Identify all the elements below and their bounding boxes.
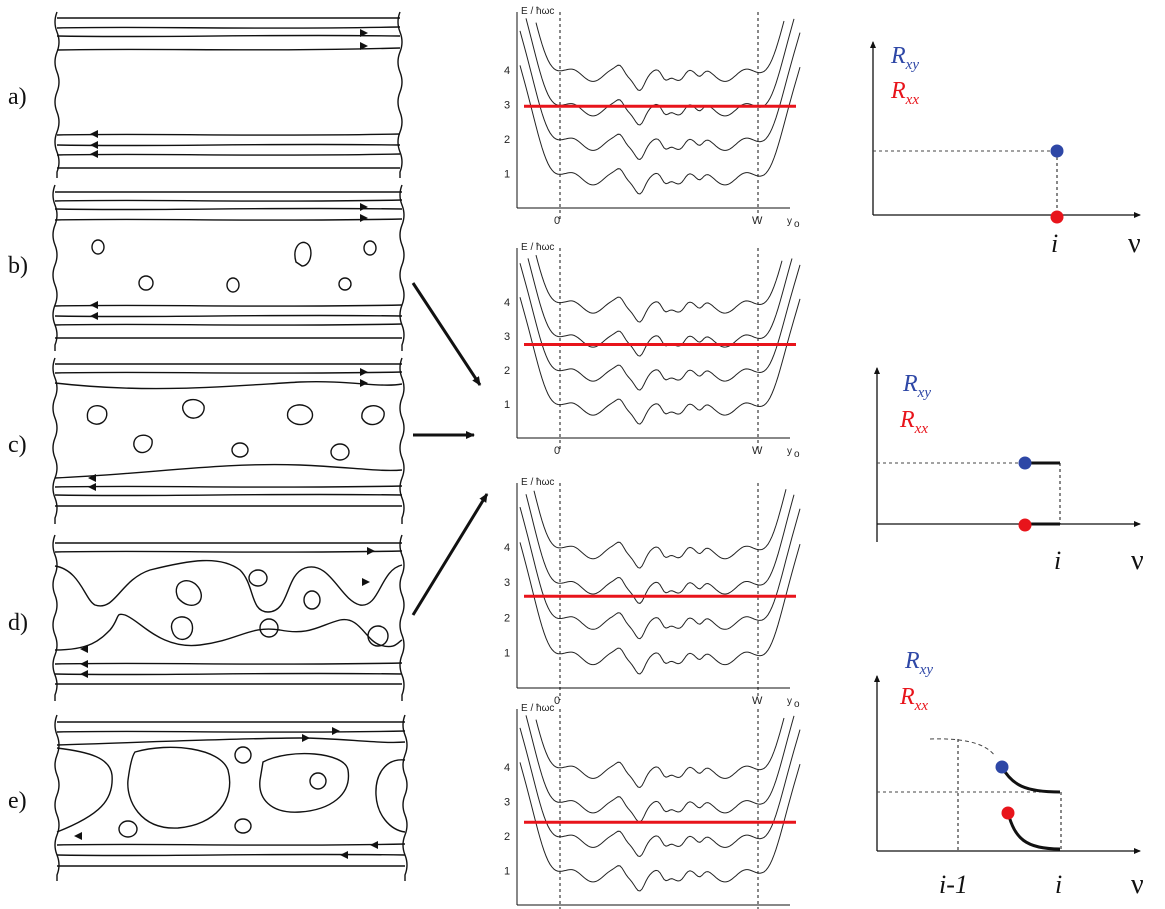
resistance-plot-3: Rxy Rxx i-1 i ν: [874, 648, 1144, 900]
landau-level-3: [533, 489, 787, 569]
resistance-plots: Rxy Rxx i ν Rxy Rxx i ν: [870, 41, 1144, 900]
y-tick-label: 2: [504, 134, 510, 146]
panel-label-e: e): [8, 788, 27, 814]
strip-c: [52, 357, 405, 524]
x-tick-0: 0: [554, 445, 560, 457]
landau-level-1: [519, 506, 801, 640]
rxx-point: [1018, 518, 1032, 532]
y-tick-label: 1: [504, 648, 510, 660]
x-tick-W: W: [752, 695, 763, 707]
rxx-label: Rxx: [899, 407, 928, 437]
y-tick-label: 1: [504, 866, 510, 878]
x-axis-label-sub: o: [794, 219, 800, 230]
landau-level-3: [535, 20, 785, 92]
rxy-point: [995, 760, 1009, 774]
strip-e: [54, 714, 408, 881]
y-tick-label: 3: [504, 100, 510, 112]
landau-level-3: [535, 717, 785, 789]
panel-label-d: d): [8, 610, 28, 636]
rxx-label: Rxx: [899, 684, 928, 714]
energy-axis-label: E / ħωc: [521, 6, 554, 17]
y-tick-label: 1: [504, 399, 510, 411]
nu-symbol: ν: [1131, 545, 1144, 576]
x-tick-0: 0: [554, 215, 560, 227]
rxy-curve: [1000, 766, 1061, 794]
rxy-label: Rxy: [902, 371, 931, 401]
landau-level-2: [525, 494, 795, 604]
panel-label-b: b): [8, 253, 28, 279]
rxy-point: [1018, 456, 1032, 470]
y-tick-label: 2: [504, 612, 510, 624]
x-tick-W: W: [752, 445, 763, 457]
y-tick-label: 3: [504, 577, 510, 589]
rxx-point: [1050, 210, 1064, 224]
landau-level-0: [519, 542, 801, 675]
tick-i: i: [1051, 229, 1058, 258]
x-tick-0: 0: [554, 695, 560, 707]
y-tick-label: 4: [504, 762, 510, 774]
energy-axis-label: E / ħωc: [521, 242, 554, 253]
landau-level-3: [535, 254, 783, 323]
x-axis-label-sub: o: [794, 449, 800, 460]
strip-b: [52, 184, 405, 351]
strip-a: [54, 11, 403, 178]
resistance-plot-2: Rxy Rxx i ν: [874, 367, 1144, 576]
y-tick-label: 3: [504, 331, 510, 343]
rxx-curve: [1006, 812, 1061, 851]
energy-axis-label: E / ħωc: [521, 703, 554, 714]
y-tick-label: 4: [504, 542, 510, 554]
resistance-plot-1: Rxy Rxx i ν: [870, 41, 1141, 259]
rxy-label: Rxy: [890, 43, 919, 73]
energy-axis-label: E / ħωc: [521, 477, 554, 488]
x-axis-label: y: [787, 216, 792, 227]
panel-labels: a) b) c) d) e): [8, 84, 28, 814]
strip-d: [52, 534, 405, 701]
landau-level-0: [519, 762, 801, 892]
y-tick-label: 4: [504, 65, 510, 77]
arrow-d-to-plot: [411, 493, 489, 616]
y-tick-label: 4: [504, 297, 510, 309]
landau-level-0: [519, 297, 801, 425]
landau-level-2: [527, 258, 793, 357]
connector-arrows: [411, 282, 489, 616]
rxy-point: [1050, 144, 1064, 158]
landau-level-1: [519, 30, 801, 161]
nu-symbol: ν: [1131, 869, 1144, 900]
rxx-point: [1001, 806, 1015, 820]
sample-strips: [52, 11, 408, 881]
y-tick-label: 3: [504, 797, 510, 809]
energy-plot-4: E / ħωc 1 2 3 4: [504, 703, 801, 909]
landau-level-0: [519, 65, 801, 195]
rxx-label: Rxx: [890, 78, 919, 108]
y-tick-label: 2: [504, 831, 510, 843]
tick-i: i: [1054, 546, 1061, 575]
panel-label-a: a): [8, 84, 27, 110]
landau-level-2: [525, 715, 795, 823]
landau-level-1: [519, 263, 801, 391]
rxy-dashed-curve: [929, 738, 996, 757]
edge-arrow-heads: [74, 29, 378, 859]
landau-level-1: [519, 727, 801, 858]
y-tick-label: 1: [504, 169, 510, 181]
x-axis-label: y: [787, 446, 792, 457]
y-tick-label: 2: [504, 365, 510, 377]
rxy-label: Rxy: [904, 648, 933, 678]
x-tick-W: W: [752, 215, 763, 227]
x-axis-label-sub: o: [794, 699, 800, 710]
x-axis-label: y: [787, 696, 792, 707]
arrow-b-to-plot: [411, 282, 482, 386]
tick-i: i: [1055, 870, 1062, 899]
tick-i-minus-1: i-1: [939, 870, 968, 899]
nu-symbol: ν: [1128, 228, 1141, 259]
panel-label-c: c): [8, 432, 27, 458]
